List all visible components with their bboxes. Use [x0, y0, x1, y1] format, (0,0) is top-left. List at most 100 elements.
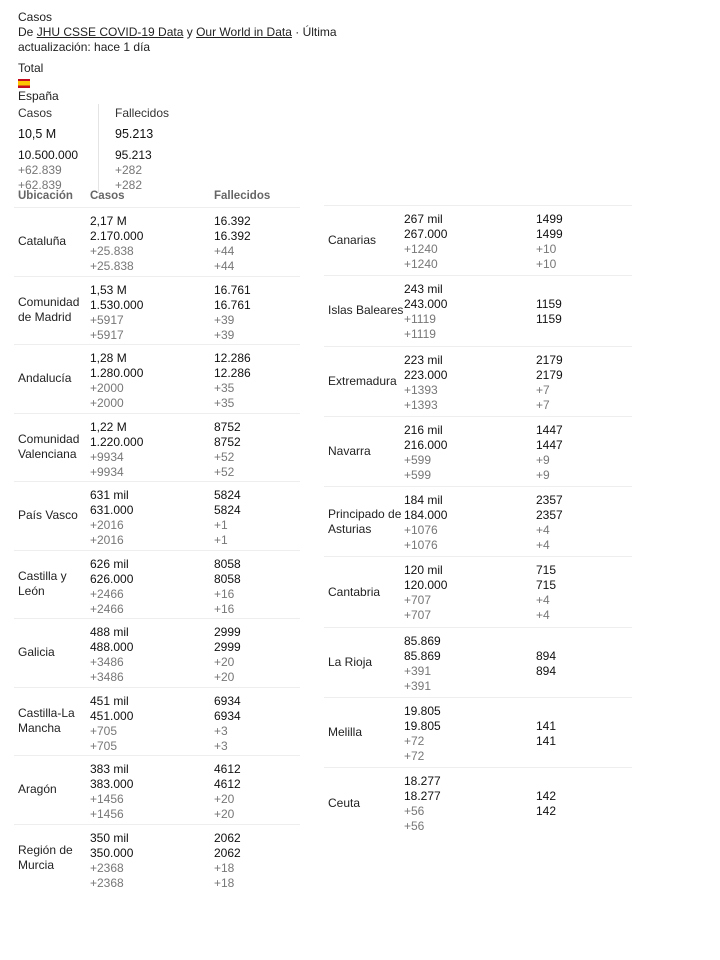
cases-short: 267 mil: [404, 212, 443, 226]
card-title: Casos: [18, 10, 53, 24]
deaths-value: 2357: [536, 508, 563, 523]
deaths-delta: +18: [214, 860, 235, 875]
region-row[interactable]: Melilla 19.805 19.805 +72 +72 141 141: [324, 697, 632, 767]
source-and: y: [186, 25, 193, 39]
region-row[interactable]: Cataluña 2,17 M 2.170.000 +25.838 +25.838 16.…: [14, 207, 300, 276]
cases-delta: +1456: [90, 807, 124, 821]
region-name: Navarra: [328, 444, 371, 459]
deaths-cell: 141 141: [536, 719, 556, 749]
cases-delta: +2368: [90, 860, 124, 875]
region-row[interactable]: Principado de Asturias 184 mil 184.000 +107…: [324, 486, 632, 556]
region-row[interactable]: Extremadura 223 mil 223.000 +1393 +1393 2179 2…: [324, 345, 632, 416]
region-row[interactable]: Canarias 267 mil 267.000 +1240 +1240 1499 1499…: [324, 205, 632, 275]
header-deaths: Fallecidos: [214, 190, 271, 202]
owid-source-link[interactable]: Our World in Data: [196, 25, 292, 39]
region-name: Comunidad de Madrid: [18, 295, 80, 325]
cases-short: 18.277: [404, 774, 441, 789]
cases-delta: +705: [90, 723, 118, 738]
deaths-delta: +4: [536, 608, 550, 623]
cases-full: 2.170.000: [90, 229, 144, 243]
summary-deaths-delta: +282: [115, 178, 143, 192]
cases-cell: 1,53 M 1.530.000 +5917 +5917: [90, 283, 143, 343]
cases-short: 216 mil: [404, 422, 443, 437]
region-name: Cantabria: [328, 584, 381, 599]
deaths-value: 894: [536, 663, 557, 678]
country-name: España: [18, 89, 59, 103]
cases-cell: 626 mil 626.000 +2466 +2466: [90, 557, 133, 617]
summary-cases-short: 10,5 M: [18, 127, 57, 141]
cases-delta: +391: [404, 678, 432, 693]
cases-full: 1.280.000: [90, 366, 144, 380]
cases-delta: +707: [404, 608, 432, 623]
deaths-delta: +3: [214, 738, 228, 753]
cases-delta: +1240: [404, 242, 438, 256]
cases-short: 1,22 M: [90, 419, 127, 434]
deaths-delta: +1: [214, 533, 228, 547]
deaths-delta: +4: [536, 593, 550, 608]
region-name: Principado de Asturias: [328, 506, 402, 536]
cases-full: 626.000: [90, 571, 134, 586]
cases-cell: 216 mil 216.000 +599 +599: [404, 423, 447, 483]
region-row[interactable]: La Rioja 85.869 85.869 +391 +391 894 894: [324, 626, 632, 697]
deaths-value: 2062: [214, 845, 241, 860]
region-row[interactable]: Aragón 383 mil 383.000 +1456 +1456 4612 4612 +2…: [14, 755, 300, 824]
region-row[interactable]: Andalucía 1,28 M 1.280.000 +2000 +2000 12.286…: [14, 344, 300, 413]
deaths-value: 4612: [214, 762, 241, 776]
deaths-cell: 4612 4612 +20 +20: [214, 762, 241, 822]
jhu-source-link[interactable]: JHU CSSE COVID-19 Data: [36, 25, 184, 39]
cases-short: 184 mil: [404, 493, 443, 508]
region-row[interactable]: País Vasco 631 mil 631.000 +2016 +2016 5824 58…: [14, 481, 300, 550]
deaths-value: 12.286: [214, 351, 251, 365]
cases-cell: 19.805 19.805 +72 +72: [404, 704, 441, 764]
deaths-cell: 1159 1159: [536, 297, 562, 327]
deaths-cell: 8752 8752 +52 +52: [214, 420, 241, 480]
region-row[interactable]: Comunidad Valenciana 1,22 M 1.220.000 +9934…: [14, 412, 300, 482]
region-row[interactable]: Galicia 488 mil 488.000 +3486 +3486 2999 2999 +…: [14, 618, 300, 687]
deaths-delta: +7: [536, 397, 550, 412]
deaths-cell: 715 715 +4 +4: [536, 563, 556, 623]
cases-delta: +2016: [90, 518, 124, 532]
cases-short: 451 mil: [90, 693, 129, 708]
deaths-delta: +7: [536, 382, 550, 397]
deaths-cell: 5824 5824 +1 +1: [214, 488, 241, 548]
deaths-cell: 16.392 16.392 +44 +44: [214, 214, 251, 274]
summary-deaths-label: Fallecidos: [115, 106, 170, 120]
cases-full: 223.000: [404, 367, 448, 382]
deaths-value: 16.392: [214, 229, 251, 243]
region-row[interactable]: Navarra 216 mil 216.000 +599 +599 1447 1447 +9 +…: [324, 415, 632, 486]
cases-cell: 243 mil 243.000 +1119 +1119: [404, 282, 447, 342]
region-row[interactable]: Islas Baleares 243 mil 243.000 +1119 +1119 11…: [324, 275, 632, 345]
cases-cell: 223 mil 223.000 +1393 +1393: [404, 353, 447, 413]
region-row[interactable]: Ceuta 18.277 18.277 +56 +56 142 142: [324, 767, 632, 837]
source-prefix: De: [18, 25, 34, 39]
deaths-value: 12.286: [214, 366, 251, 380]
cases-delta: +5917: [90, 312, 124, 327]
cases-delta: +1393: [404, 382, 438, 397]
region-row[interactable]: Castilla y León 626 mil 626.000 +2466 +2466 8…: [14, 549, 300, 619]
region-row[interactable]: Castilla-La Mancha 451 mil 451.000 +705 +705…: [14, 686, 300, 756]
cases-full: 451.000: [90, 708, 134, 723]
region-name: Aragón: [18, 782, 57, 797]
cases-delta: +3486: [90, 655, 124, 669]
cases-delta: +1076: [404, 523, 438, 538]
cases-short: 383 mil: [90, 762, 129, 776]
deaths-delta: +35: [214, 396, 235, 410]
deaths-delta: +52: [214, 449, 235, 464]
cases-cell: 85.869 85.869 +391 +391: [404, 634, 441, 694]
deaths-delta: +10: [536, 257, 557, 271]
cases-delta: +3486: [90, 670, 124, 684]
cases-delta: +599: [404, 452, 432, 467]
deaths-value: 8752: [214, 434, 241, 449]
cases-delta: +1119: [404, 312, 436, 327]
cases-full: 184.000: [404, 508, 448, 523]
cases-short: 631 mil: [90, 488, 129, 502]
region-row[interactable]: Comunidad de Madrid 1,53 M 1.530.000 +5917 +…: [14, 275, 300, 345]
cases-short: 2,17 M: [90, 214, 127, 228]
region-name: Castilla-La Mancha: [18, 706, 75, 736]
region-row[interactable]: Región de Murcia 350 mil 350.000 +2368 +2368…: [14, 823, 300, 893]
cases-short: 19.805: [404, 704, 441, 719]
summary-cases-label: Casos: [18, 106, 53, 120]
region-name: La Rioja: [328, 654, 373, 669]
cases-delta: +2466: [90, 601, 124, 616]
region-row[interactable]: Cantabria 120 mil 120.000 +707 +707 715 715 +4 +…: [324, 556, 632, 626]
